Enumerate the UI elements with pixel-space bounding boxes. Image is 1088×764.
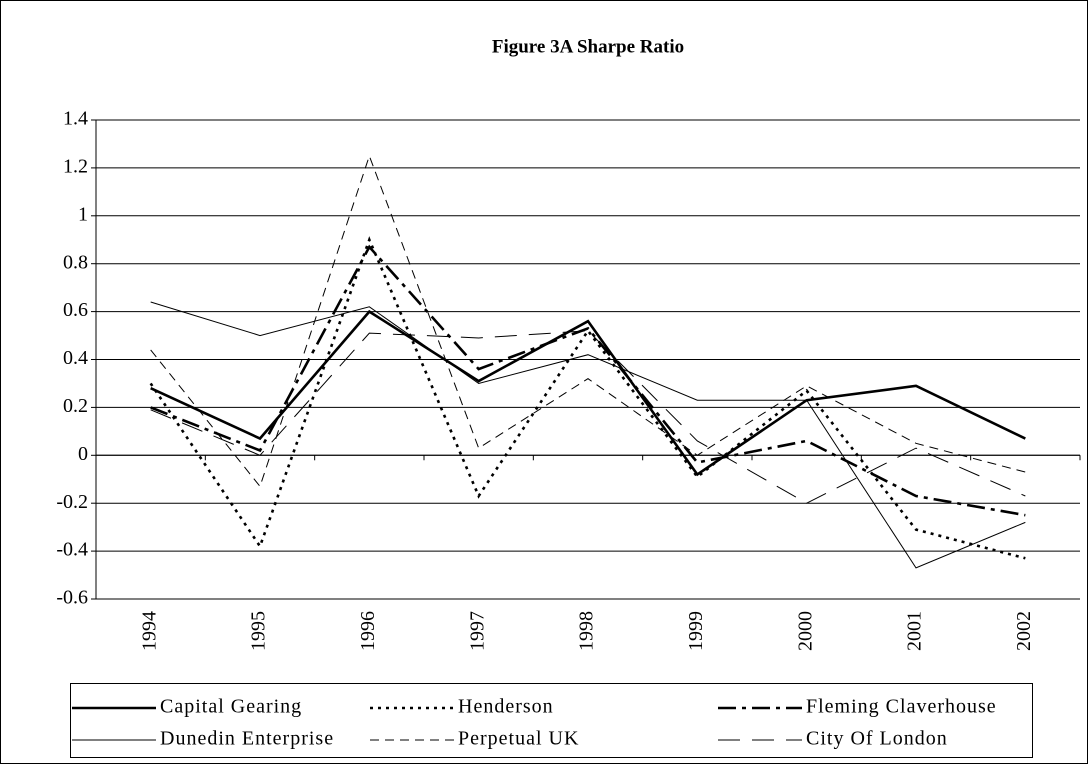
series-line (149, 236, 1026, 560)
legend-label: Dunedin Enterprise (160, 728, 334, 750)
y-tick-label: 1.2 (63, 155, 88, 177)
x-tick-label: 1995 (248, 611, 270, 651)
x-tick-label: 2000 (794, 611, 816, 651)
x-tick-label: 2002 (1013, 611, 1035, 651)
legend-label: Henderson (458, 696, 554, 718)
legend-label: City Of London (806, 728, 948, 750)
y-tick-label: 0.8 (63, 251, 88, 273)
y-tick-label: 0.4 (63, 347, 88, 369)
series-line (150, 309, 1026, 477)
series-line (150, 330, 1026, 504)
y-tick-label: -0.6 (56, 587, 88, 609)
legend-box (70, 683, 1033, 758)
y-tick-label: 0.6 (63, 299, 88, 321)
series-line (150, 154, 1026, 488)
x-tick-label: 1994 (138, 611, 160, 651)
x-tick-label: 1999 (685, 611, 707, 651)
legend-label: Fleming Claverhouse (806, 696, 997, 718)
x-tick-label: 2001 (904, 611, 926, 651)
y-tick-label: 1.4 (63, 108, 88, 130)
legend-label: Perpetual UK (458, 728, 579, 750)
x-tick-label: 1996 (357, 611, 379, 651)
y-tick-label: -0.2 (56, 491, 88, 513)
legend-label: Capital Gearing (160, 696, 302, 718)
y-tick-label: 0 (78, 443, 88, 465)
y-tick-label: 0.2 (63, 395, 88, 417)
series-line (150, 244, 1026, 517)
y-tick-label: 1 (78, 203, 88, 225)
x-tick-label: 1997 (466, 611, 488, 651)
chart-title: Figure 3A Sharpe Ratio (492, 36, 684, 57)
x-tick-label: 1998 (576, 611, 598, 651)
y-tick-label: -0.4 (56, 539, 88, 561)
series-line (150, 301, 1026, 569)
